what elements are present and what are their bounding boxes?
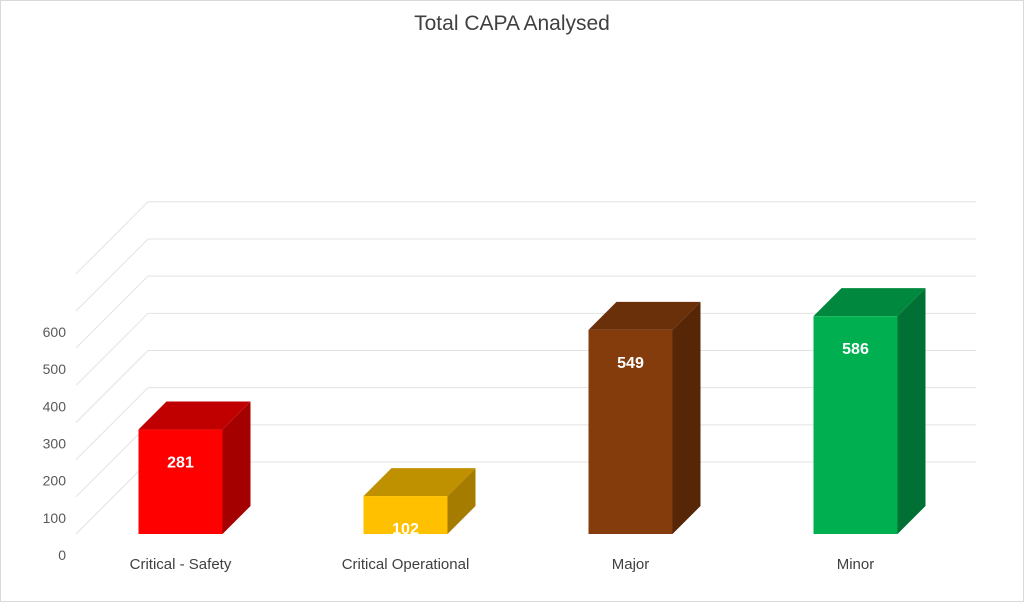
category-label: Minor: [837, 556, 875, 573]
bars: 281 102 549 586: [138, 288, 926, 538]
y-tick-label: 0: [58, 547, 66, 563]
bar-top: [588, 301, 701, 330]
gridline-500: [75, 275, 976, 349]
bar-top: [813, 288, 926, 317]
data-label: 586: [842, 341, 869, 358]
data-label: 549: [617, 355, 644, 372]
bar-1: 102: [363, 468, 476, 538]
gridlines: [75, 201, 976, 535]
bar-front: [363, 496, 448, 534]
gridline-600: [75, 238, 976, 312]
bar-front: [813, 316, 898, 534]
y-tick-label: 500: [43, 361, 67, 377]
bar-side: [222, 401, 251, 534]
bar-top: [138, 401, 251, 430]
category-label: Major: [612, 556, 650, 573]
gridline-top: [75, 201, 976, 275]
bar-top: [363, 468, 476, 497]
y-tick-label: 600: [43, 324, 67, 340]
bar-front: [138, 429, 223, 534]
bar-0: 281: [138, 401, 251, 534]
category-label: Critical Operational: [342, 556, 470, 573]
data-label: 281: [167, 455, 194, 472]
category-label: Critical - Safety: [130, 556, 232, 573]
y-tick-label: 300: [43, 435, 67, 451]
y-tick-label: 200: [43, 473, 67, 489]
y-tick-label: 100: [43, 510, 67, 526]
x-axis-categories: Critical - Safety Critical Operational Maj…: [130, 556, 875, 573]
y-tick-label: 400: [43, 398, 67, 414]
bar-side: [897, 288, 926, 534]
chart-title: Total CAPA Analysed: [414, 12, 610, 35]
bar-side: [672, 301, 701, 534]
bar-3: 586: [813, 288, 926, 534]
bar-front: [588, 329, 673, 534]
y-axis-ticks: 0 100 200 300 400 500 600: [43, 324, 67, 563]
bar-side: [447, 468, 476, 534]
data-label: 102: [392, 521, 419, 538]
bar-2: 549: [588, 301, 701, 534]
